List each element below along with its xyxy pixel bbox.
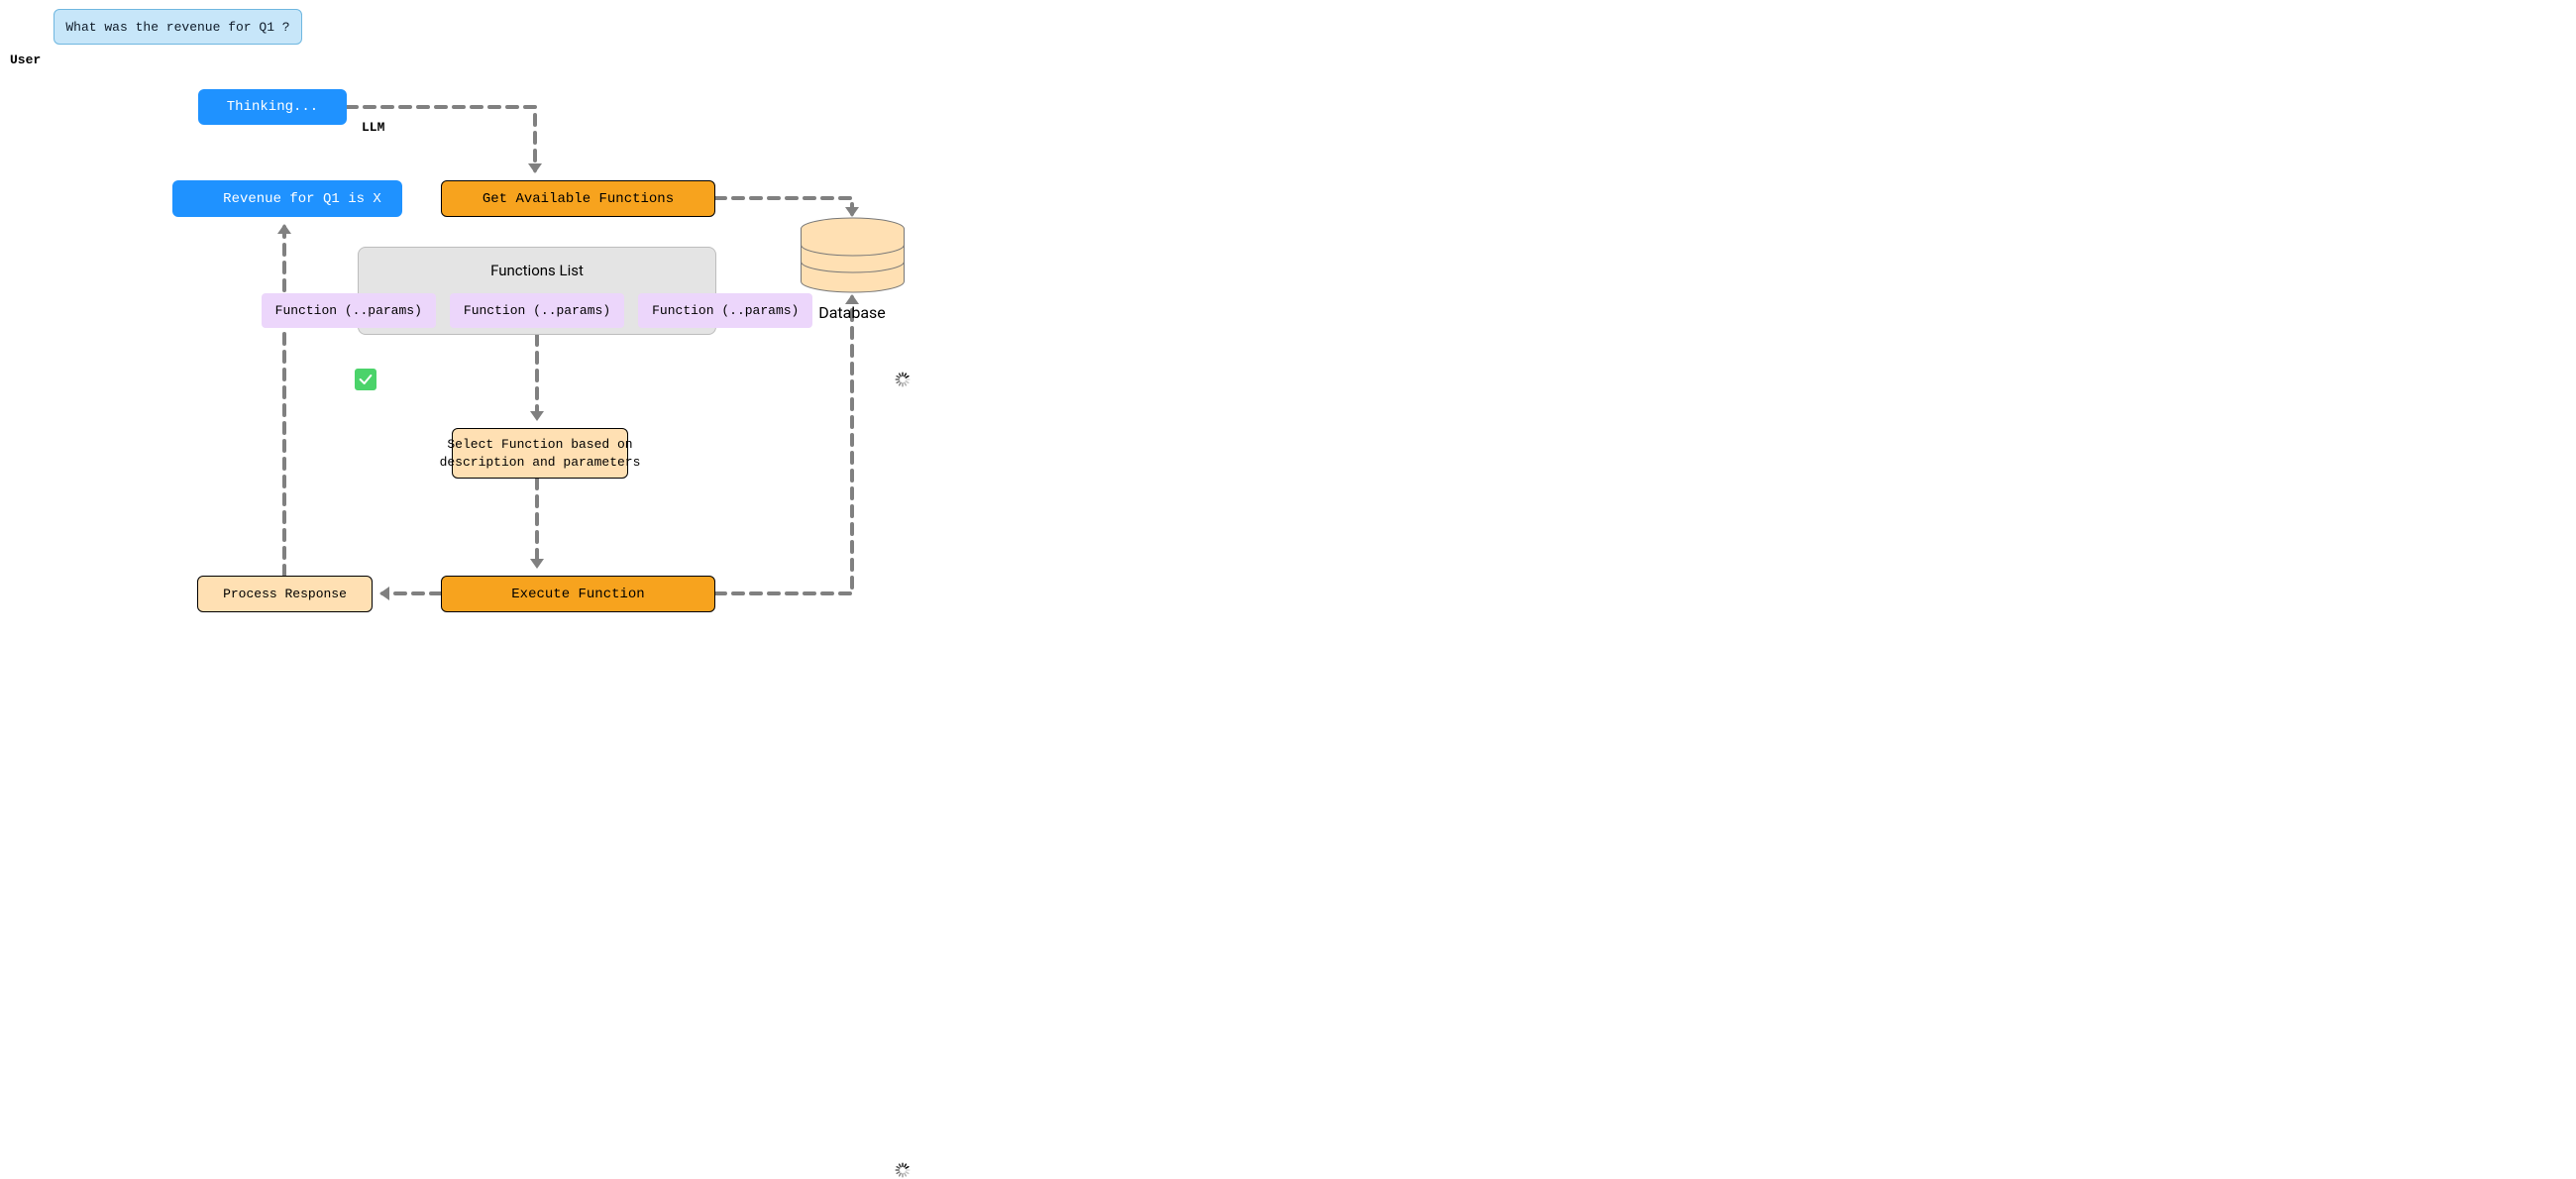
process-response-node: Process Response (197, 576, 373, 612)
select-function-text: Select Function based on description and… (440, 436, 641, 471)
user-label: User (10, 53, 41, 67)
functions-list-panel: Functions List Function (..params) Funct… (358, 247, 716, 335)
functions-list-title: Functions List (373, 262, 701, 279)
thinking-node: Thinking... (198, 89, 347, 125)
check-icon (354, 368, 377, 391)
database-icon (799, 217, 907, 293)
answer-text: Revenue for Q1 is X (223, 191, 381, 207)
database-label: Database (793, 303, 912, 322)
spinner-icon (894, 1161, 912, 1179)
execute-function-text: Execute Function (511, 587, 644, 602)
get-functions-node: Get Available Functions (441, 180, 715, 217)
function-item: Function (..params) (450, 293, 624, 328)
llm-label: LLM (362, 120, 384, 135)
function-item: Function (..params) (262, 293, 436, 328)
thinking-text: Thinking... (227, 99, 318, 115)
answer-node: Revenue for Q1 is X (172, 180, 402, 217)
process-response-text: Process Response (223, 587, 347, 601)
user-question-node: What was the revenue for Q1 ? (54, 9, 302, 45)
get-functions-text: Get Available Functions (483, 191, 674, 207)
function-item: Function (..params) (638, 293, 812, 328)
select-function-node: Select Function based on description and… (452, 428, 628, 479)
user-question-text: What was the revenue for Q1 ? (65, 20, 289, 35)
execute-function-node: Execute Function (441, 576, 715, 612)
spinner-icon (894, 371, 912, 388)
